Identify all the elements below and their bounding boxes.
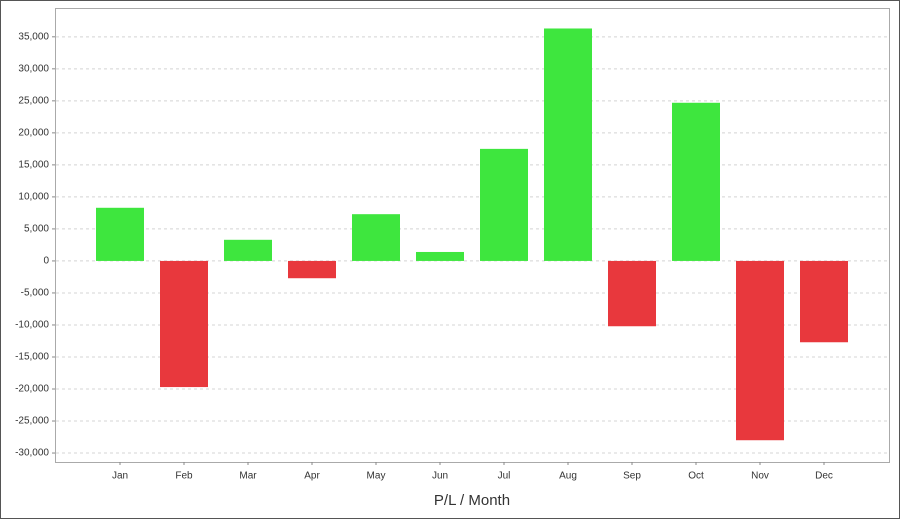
y-tick-label: 35,000: [18, 31, 49, 42]
y-tick-label: -15,000: [15, 352, 49, 363]
x-tick-label: Dec: [815, 471, 833, 482]
x-tick-label: Jan: [112, 471, 128, 482]
y-tick-label: -25,000: [15, 416, 49, 427]
y-tick-label: 20,000: [18, 128, 49, 139]
x-tick-label: Mar: [239, 471, 257, 482]
x-tick-label: Aug: [559, 471, 577, 482]
y-tick-label: 15,000: [18, 160, 49, 171]
y-tick-label: 5,000: [24, 224, 49, 235]
y-tick-label: 10,000: [18, 192, 49, 203]
bar: [800, 260, 848, 343]
y-tick-label: -30,000: [15, 448, 49, 459]
x-tick-label: Apr: [304, 471, 320, 482]
y-tick-label: 0: [43, 256, 49, 267]
bar: [736, 260, 784, 441]
bar: [288, 260, 336, 279]
y-tick-label: 25,000: [18, 95, 49, 106]
bar: [224, 239, 272, 261]
x-tick-label: May: [367, 471, 386, 482]
y-tick-label: -20,000: [15, 384, 49, 395]
bar: [160, 260, 208, 388]
y-tick-label: 30,000: [18, 63, 49, 74]
bar: [96, 207, 144, 261]
x-tick-label: Oct: [688, 471, 704, 482]
y-tick-label: -10,000: [15, 320, 49, 331]
x-axis-label: P/L / Month: [434, 492, 510, 509]
bar: [672, 102, 720, 261]
bar: [352, 214, 400, 261]
x-tick-label: Jun: [432, 471, 448, 482]
x-tick-label: Nov: [751, 471, 769, 482]
x-tick-label: Jul: [498, 471, 511, 482]
y-tick-label: -5,000: [21, 288, 50, 299]
bar: [480, 148, 528, 261]
x-tick-label: Feb: [175, 471, 193, 482]
bar: [608, 260, 656, 327]
bar: [544, 28, 592, 261]
bar: [416, 251, 464, 261]
x-tick-label: Sep: [623, 471, 641, 482]
